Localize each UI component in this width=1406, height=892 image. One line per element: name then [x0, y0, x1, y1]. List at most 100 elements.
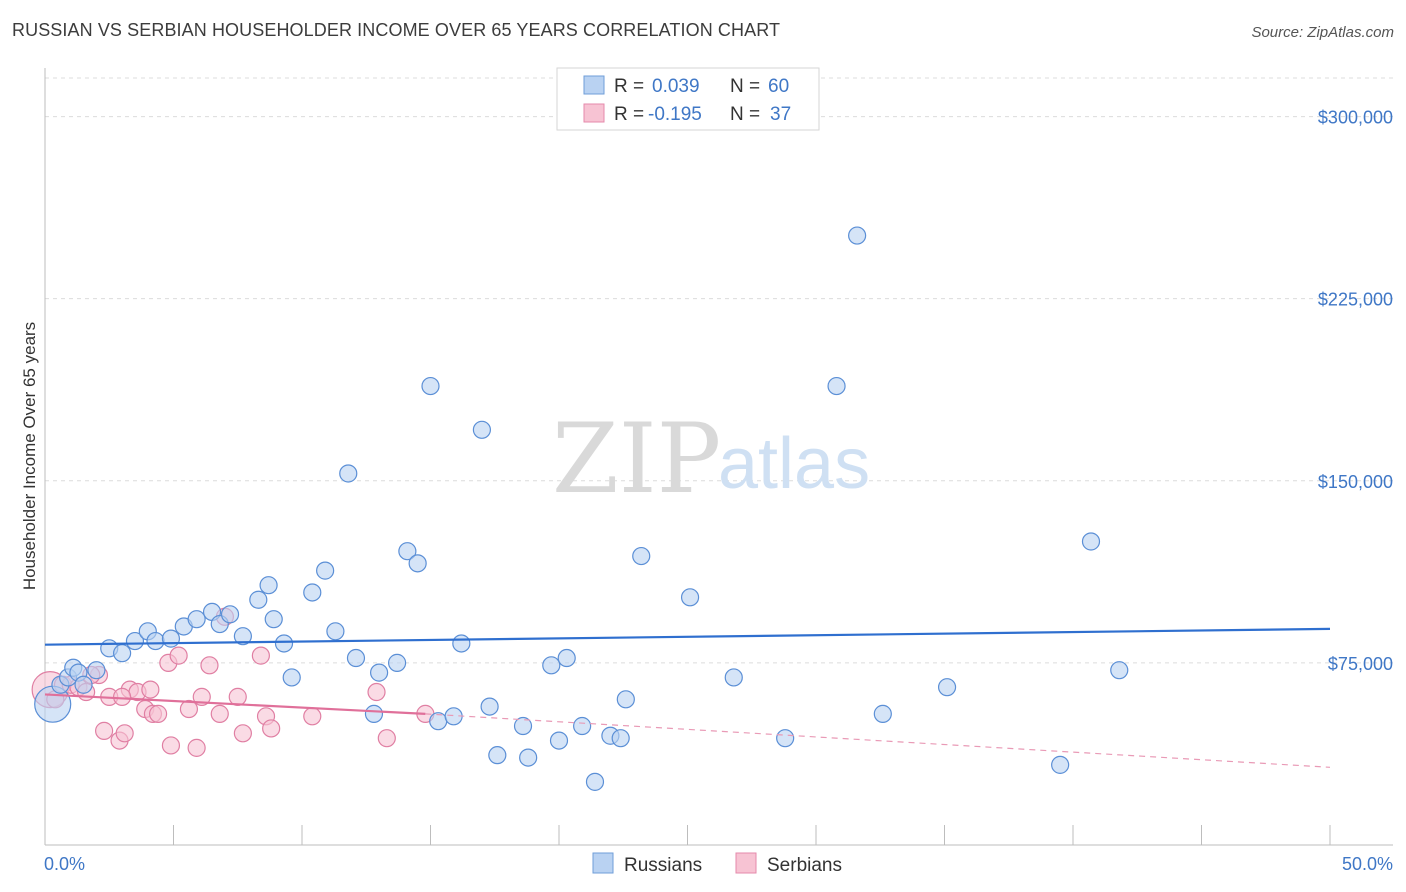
y-tick-label-0: $75,000 — [1328, 654, 1393, 674]
serbians-point-25 — [228, 687, 247, 706]
russians-point-19 — [249, 590, 268, 609]
russians-point-28 — [346, 648, 366, 668]
legend-r-label-serbians: R = — [614, 104, 644, 125]
russians-point-22 — [274, 634, 294, 653]
russians-point-56 — [848, 226, 867, 245]
russians-point-39 — [480, 697, 499, 716]
serbians-point-35 — [112, 687, 132, 706]
russians-point-12 — [161, 629, 181, 648]
chart-source: Source: ZipAtlas.com — [1251, 24, 1394, 41]
russians-point-58 — [937, 678, 957, 697]
x-tick-label-max: 50.0% — [1342, 854, 1393, 874]
serbians-point-15 — [148, 704, 168, 723]
legend-r-label-russians: R = — [614, 76, 644, 97]
russians-point-26 — [326, 622, 345, 641]
legend-n-label-serbians: N = — [730, 104, 760, 125]
watermark-zip: ZIP — [552, 403, 721, 515]
y-tick-label-1: $150,000 — [1318, 472, 1393, 492]
russians-point-51 — [632, 546, 651, 566]
russians-point-44 — [549, 731, 569, 750]
russians-point-49 — [611, 729, 630, 748]
serbians-point-18 — [169, 646, 188, 665]
russians-point-54 — [776, 729, 795, 748]
russians-point-61 — [1110, 661, 1129, 680]
grid-lines — [45, 77, 1393, 664]
russians-point-8 — [112, 644, 132, 663]
chart-title: RUSSIAN VS SERBIAN HOUSEHOLDER INCOME OV… — [12, 20, 781, 40]
russians-point-57 — [873, 704, 892, 723]
russians-point-55 — [827, 376, 846, 396]
russians-point-14 — [187, 610, 206, 629]
serbians-point-26 — [233, 724, 252, 743]
russians-point-33 — [408, 554, 427, 573]
russians-point-60 — [1081, 532, 1101, 551]
serbians-point-23 — [210, 704, 229, 723]
legend-r-value-serbians: -0.195 — [648, 104, 702, 125]
russians-point-23 — [282, 668, 301, 687]
x-tick-labels: 0.0% 50.0% — [44, 854, 1393, 874]
russians-point-29 — [364, 704, 384, 723]
serbians-point-7 — [95, 721, 114, 740]
russians-point-41 — [513, 716, 533, 736]
russians-point-5 — [74, 675, 93, 694]
russians-point-9 — [125, 631, 145, 651]
legend-swatch-serbians — [583, 103, 605, 123]
serbians-points — [31, 607, 435, 757]
russians-point-40 — [488, 746, 507, 765]
legend-n-label-russians: N = — [730, 76, 760, 97]
bottom-legend: Russians Serbians — [592, 852, 842, 876]
serbians-point-22 — [200, 656, 219, 675]
russians-point-31 — [387, 653, 407, 672]
watermark-atlas: atlas — [718, 424, 870, 504]
russians-point-21 — [264, 610, 283, 629]
serbians-point-21 — [192, 687, 211, 706]
serbians-point-13 — [141, 680, 160, 699]
serbians-point-19 — [179, 699, 199, 719]
russians-point-24 — [303, 583, 322, 602]
russians-point-59 — [1051, 755, 1070, 774]
russians-point-47 — [585, 772, 605, 791]
russians-point-42 — [519, 748, 538, 767]
bottom-legend-swatch-serbians — [735, 852, 757, 874]
russians-point-32 — [398, 542, 417, 561]
serbians-point-30 — [303, 707, 322, 726]
russians-point-38 — [472, 420, 491, 439]
legend-n-value-serbians: 37 — [770, 104, 791, 125]
russians-point-18 — [233, 627, 252, 646]
x-tick-label-min: 0.0% — [44, 854, 85, 874]
serbians-point-17 — [161, 736, 181, 755]
russians-point-53 — [724, 668, 743, 687]
russians-point-37 — [452, 634, 471, 653]
russians-point-25 — [316, 561, 335, 580]
russians-point-20 — [259, 576, 278, 595]
serbians-point-9 — [115, 724, 134, 743]
serbians-point-20 — [187, 738, 206, 757]
serbians-trend-line — [44, 693, 426, 715]
trend-lines — [44, 627, 1331, 768]
serbians-point-31 — [367, 682, 386, 702]
serbians-trend-extension — [425, 713, 1331, 768]
russians-point-34 — [421, 376, 440, 396]
russians-trend-line — [44, 627, 1331, 646]
russians-point-30 — [370, 663, 389, 682]
serbians-point-27 — [251, 646, 270, 665]
bottom-legend-label-russians: Russians — [624, 855, 702, 876]
russians-point-50 — [616, 690, 635, 709]
y-tick-label-2: $225,000 — [1318, 290, 1393, 310]
russians-point-52 — [680, 588, 700, 607]
russians-point-43 — [542, 656, 561, 675]
legend-r-value-russians: 0.039 — [652, 76, 700, 97]
serbians-point-29 — [262, 719, 281, 738]
y-tick-labels: $75,000 $150,000 $225,000 $300,000 — [1318, 108, 1393, 674]
bottom-legend-label-serbians: Serbians — [767, 855, 842, 876]
russians-point-6 — [87, 661, 106, 680]
russians-point-17 — [220, 605, 240, 624]
bottom-legend-swatch-russians — [592, 852, 614, 874]
russians-point-46 — [573, 716, 592, 736]
stats-legend: R = 0.039 N = 60 R = -0.195 N = 37 — [556, 67, 820, 131]
serbians-point-32 — [377, 729, 396, 748]
russians-point-11 — [146, 631, 165, 651]
legend-n-value-russians: 60 — [768, 76, 789, 97]
y-tick-label-3: $300,000 — [1318, 108, 1393, 128]
